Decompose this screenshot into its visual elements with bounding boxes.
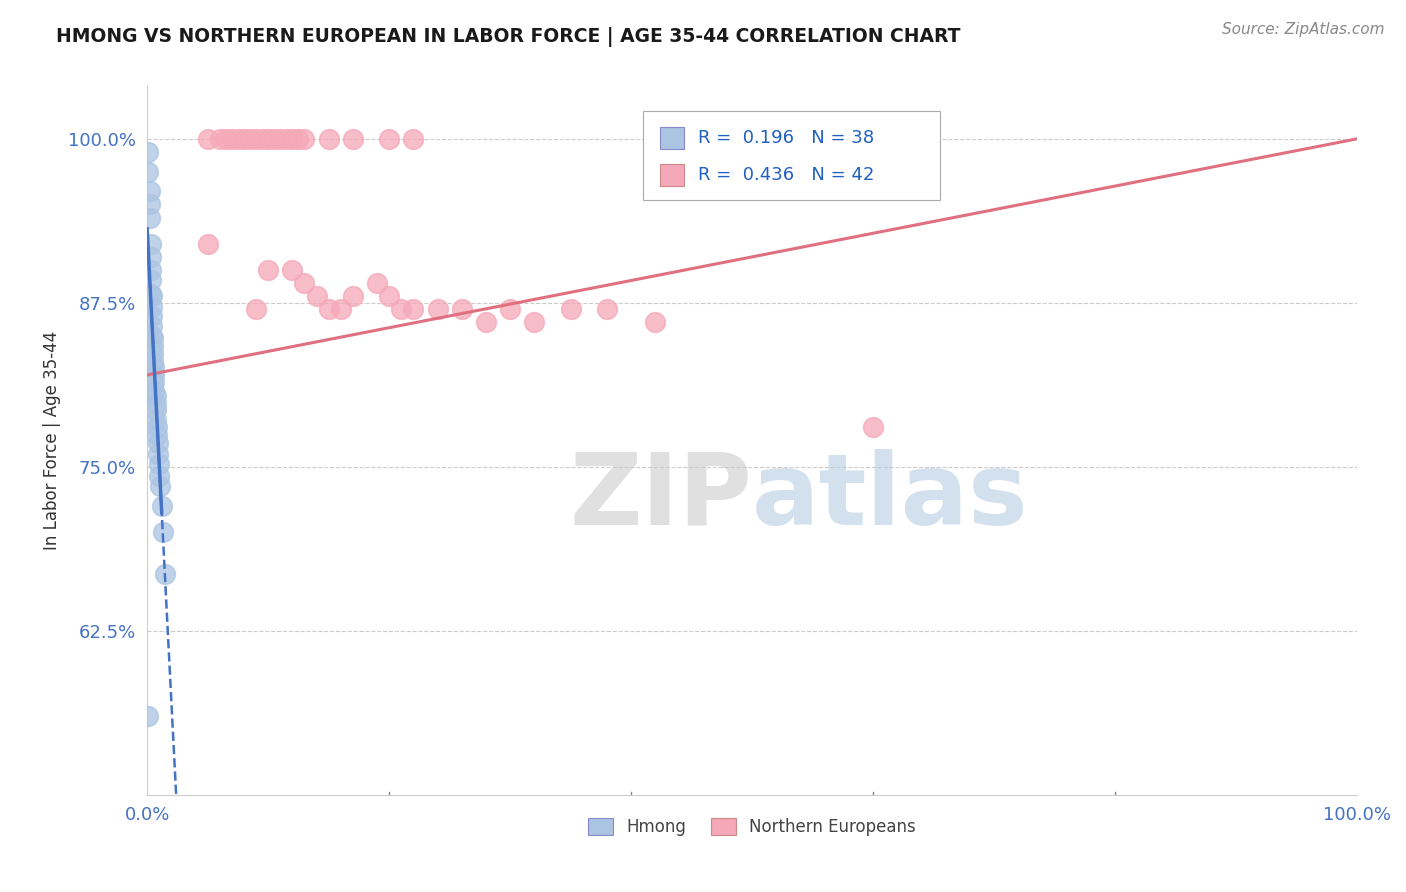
Point xyxy=(281,132,304,146)
Point xyxy=(142,339,165,353)
Point xyxy=(342,132,364,146)
Point xyxy=(250,132,273,146)
Point xyxy=(281,263,304,277)
FancyBboxPatch shape xyxy=(643,112,939,200)
Point xyxy=(560,302,582,317)
Point xyxy=(141,309,163,323)
Point xyxy=(139,273,162,287)
Point xyxy=(318,302,340,317)
Point xyxy=(329,302,352,317)
Point xyxy=(146,436,169,450)
Point xyxy=(644,316,666,330)
Text: Source: ZipAtlas.com: Source: ZipAtlas.com xyxy=(1222,22,1385,37)
Point xyxy=(426,302,449,317)
Point xyxy=(287,132,309,146)
Point xyxy=(150,499,173,513)
Point xyxy=(141,328,163,343)
Point xyxy=(148,469,170,483)
Point xyxy=(138,197,160,211)
Point xyxy=(149,479,172,493)
Point xyxy=(523,316,546,330)
Point xyxy=(294,132,316,146)
Point xyxy=(138,164,160,178)
Text: ZIP: ZIP xyxy=(569,449,752,546)
Point xyxy=(143,360,166,375)
Point xyxy=(366,276,388,290)
Point xyxy=(141,319,163,334)
Point xyxy=(208,132,231,146)
Point xyxy=(221,132,243,146)
Point xyxy=(155,567,177,582)
Point xyxy=(197,236,219,251)
Point xyxy=(139,263,162,277)
FancyBboxPatch shape xyxy=(661,163,685,186)
Point xyxy=(402,302,425,317)
Point xyxy=(233,132,256,146)
Point xyxy=(139,286,162,301)
Point xyxy=(146,420,169,434)
Point xyxy=(138,709,160,723)
Text: R =  0.436   N = 42: R = 0.436 N = 42 xyxy=(697,166,875,184)
Point xyxy=(197,132,219,146)
Point xyxy=(378,132,401,146)
Point xyxy=(239,132,262,146)
Point xyxy=(245,132,267,146)
Point xyxy=(139,236,162,251)
Text: HMONG VS NORTHERN EUROPEAN IN LABOR FORCE | AGE 35-44 CORRELATION CHART: HMONG VS NORTHERN EUROPEAN IN LABOR FORC… xyxy=(56,27,960,46)
Point xyxy=(378,289,401,303)
Point xyxy=(226,132,249,146)
Legend: Hmong, Northern Europeans: Hmong, Northern Europeans xyxy=(581,812,922,843)
Point xyxy=(145,389,167,403)
Point xyxy=(141,300,163,314)
Point xyxy=(141,289,163,303)
Point xyxy=(450,302,472,317)
Point xyxy=(257,263,280,277)
Point xyxy=(142,331,165,345)
Point xyxy=(269,132,291,146)
Point xyxy=(146,447,169,461)
Point xyxy=(342,289,364,303)
Point xyxy=(318,132,340,146)
Point xyxy=(596,302,619,317)
Point xyxy=(402,132,425,146)
Point xyxy=(145,412,167,426)
Point xyxy=(294,276,316,290)
Point xyxy=(138,184,160,198)
Point xyxy=(142,347,165,361)
Point xyxy=(142,355,165,369)
Point xyxy=(145,397,167,411)
Point xyxy=(499,302,522,317)
Point xyxy=(139,250,162,264)
Point xyxy=(475,316,498,330)
Point xyxy=(138,211,160,225)
Point xyxy=(143,368,166,382)
Point xyxy=(276,132,298,146)
Point xyxy=(148,457,170,471)
Text: R =  0.196   N = 38: R = 0.196 N = 38 xyxy=(697,129,873,147)
Point xyxy=(143,375,166,389)
Point xyxy=(257,132,280,146)
Point xyxy=(143,384,166,398)
Point xyxy=(305,289,328,303)
Point xyxy=(146,428,169,442)
Point xyxy=(152,525,174,540)
Point xyxy=(145,403,167,417)
FancyBboxPatch shape xyxy=(661,127,685,149)
Point xyxy=(389,302,412,317)
Point xyxy=(138,145,160,159)
Text: atlas: atlas xyxy=(752,449,1029,546)
Point xyxy=(245,302,267,317)
Y-axis label: In Labor Force | Age 35-44: In Labor Force | Age 35-44 xyxy=(44,331,60,550)
Point xyxy=(215,132,238,146)
Point xyxy=(862,420,884,434)
Point xyxy=(263,132,285,146)
